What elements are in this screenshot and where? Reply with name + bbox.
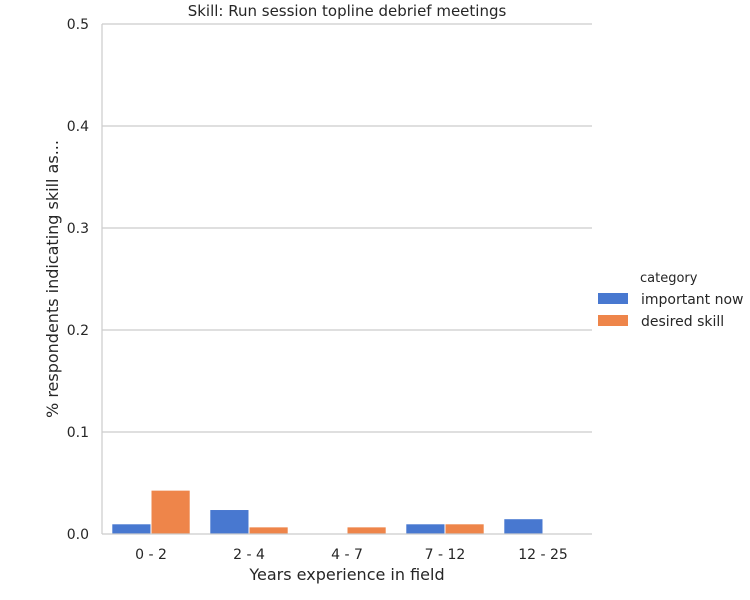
chart-title: Skill: Run session topline debrief meeti… [188,2,507,20]
legend-title: category [640,271,698,286]
bar-important-now-4 [503,518,544,535]
y-axis-label: % respondents indicating skill as... [43,140,62,418]
y-tick-label: 0.2 [67,323,89,339]
x-tick-label: 2 - 4 [233,547,265,563]
legend-label-desired-skill: desired skill [641,314,724,330]
legend: category important now desired skill [598,271,744,330]
x-tick-label: 4 - 7 [331,547,363,563]
x-tick-labels: 0 - 2 2 - 4 4 - 7 7 - 12 12 - 25 [135,547,568,563]
x-tick-label: 7 - 12 [425,547,466,563]
grid-lines [102,23,592,433]
y-tick-label: 0.0 [67,527,89,543]
bars [111,489,544,535]
bar-desired-skill-0 [150,489,191,535]
y-tick-label: 0.3 [67,221,89,237]
bar-important-now-1 [209,509,250,535]
legend-swatch-important-now [598,293,628,304]
y-tick-label: 0.1 [67,425,89,441]
bar-important-now-3 [405,523,446,535]
legend-swatch-desired-skill [598,315,628,326]
bar-desired-skill-3 [444,523,485,535]
y-tick-label: 0.5 [67,17,89,33]
y-tick-labels: 0.0 0.1 0.2 0.3 0.4 0.5 [67,17,89,543]
x-tick-label: 0 - 2 [135,547,167,563]
bar-desired-skill-1 [248,526,289,535]
legend-label-important-now: important now [641,292,744,308]
bar-important-now-0 [111,523,152,535]
bar-desired-skill-2 [346,526,387,535]
y-tick-label: 0.4 [67,119,89,135]
x-tick-label: 12 - 25 [518,547,568,563]
x-axis-label: Years experience in field [248,565,444,584]
